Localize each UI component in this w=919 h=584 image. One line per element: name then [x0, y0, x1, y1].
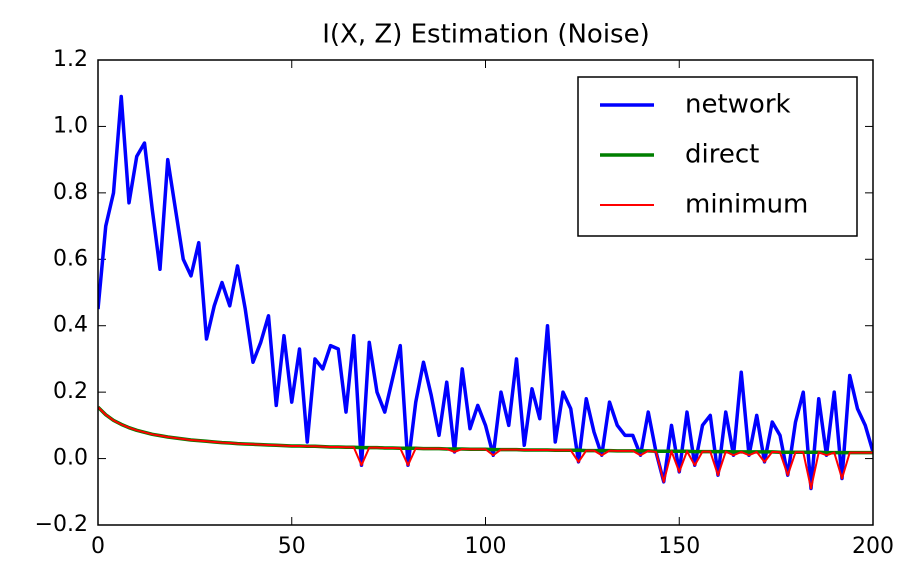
- x-tick-label: 50: [278, 534, 306, 559]
- y-tick-label: 1.2: [53, 47, 88, 72]
- y-tick-label: −0.2: [35, 512, 88, 537]
- y-tick-label: 0.6: [53, 246, 88, 271]
- legend-label: network: [685, 90, 791, 120]
- chart-title: I(X, Z) Estimation (Noise): [322, 20, 650, 50]
- x-tick-label: 0: [91, 534, 105, 559]
- y-tick-label: 0.0: [53, 446, 88, 471]
- y-tick-label: 0.2: [53, 379, 88, 404]
- line-series: [98, 406, 873, 490]
- x-tick-label: 100: [465, 534, 507, 559]
- x-tick-label: 150: [658, 534, 700, 559]
- y-tick-label: 0.8: [53, 180, 88, 205]
- legend-label: direct: [685, 140, 759, 170]
- x-tick-label: 200: [852, 534, 894, 559]
- legend-label: minimum: [685, 190, 808, 220]
- plot-frame: [97, 59, 874, 526]
- y-tick-label: 0.4: [53, 313, 88, 338]
- y-tick-label: 1.0: [53, 113, 88, 138]
- line-series: [98, 94, 873, 491]
